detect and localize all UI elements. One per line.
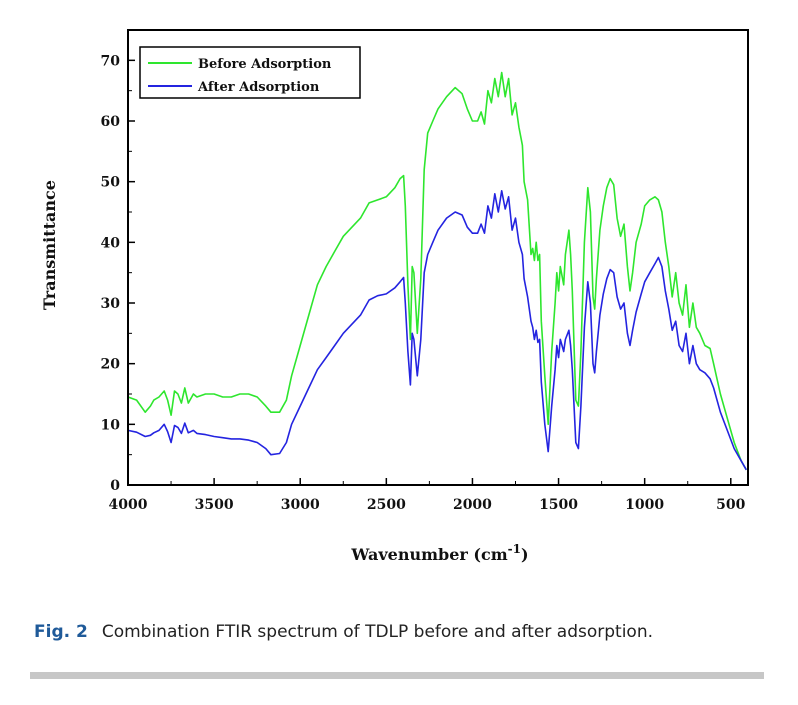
legend-label-before: Before Adsorption <box>198 57 332 72</box>
y-tick-label: 20 <box>101 357 121 373</box>
x-tick-label: 1500 <box>539 497 578 513</box>
x-axis-ticks: 4000 3500 3000 2500 2000 1500 1000 500 <box>109 478 746 513</box>
ftir-chart: 0 10 20 30 40 50 60 70 4000 3500 3000 2500 2000 1500… <box>40 29 749 564</box>
legend-box <box>139 46 361 99</box>
plot-frame <box>127 29 749 486</box>
x-tick-label: 3500 <box>195 497 234 513</box>
caption-divider <box>30 672 764 679</box>
y-tick-label: 0 <box>110 478 120 494</box>
series-layer <box>127 71 747 471</box>
y-axis-ticks: 0 10 20 30 40 50 60 70 <box>101 53 135 494</box>
y-tick-label: 60 <box>101 114 121 130</box>
y-tick-label: 50 <box>101 175 121 191</box>
x-tick-label: 4000 <box>109 497 148 513</box>
legend-label-after: After Adsorption <box>197 80 320 95</box>
x-axis-title-close: ) <box>521 545 529 564</box>
y-axis-title: Transmittance <box>40 180 59 310</box>
x-tick-label: 1000 <box>625 497 664 513</box>
y-tick-label: 10 <box>101 417 121 433</box>
legend: Before Adsorption After Adsorption <box>139 46 361 99</box>
figure-caption-text: Combination FTIR spectrum of TDLP before… <box>101 622 653 642</box>
y-tick-label: 70 <box>101 53 121 69</box>
y-tick-label: 30 <box>101 296 121 312</box>
x-tick-label: 500 <box>716 497 745 513</box>
x-axis-title: Wavenumber (cm-1) <box>350 542 528 564</box>
x-axis-title-exponent: -1 <box>508 542 521 556</box>
series-after-adsorption-line <box>127 190 747 471</box>
x-tick-label: 3000 <box>281 497 320 513</box>
figure-label: Fig. 2 <box>34 622 88 642</box>
x-axis-title-main: Wavenumber (cm <box>350 545 507 564</box>
figure-caption: Fig. 2 Combination FTIR spectrum of TDLP … <box>34 622 774 642</box>
x-tick-label: 2000 <box>453 497 492 513</box>
x-tick-label: 2500 <box>367 497 406 513</box>
y-tick-label: 40 <box>101 235 121 251</box>
series-before-adsorption-line <box>127 71 747 471</box>
